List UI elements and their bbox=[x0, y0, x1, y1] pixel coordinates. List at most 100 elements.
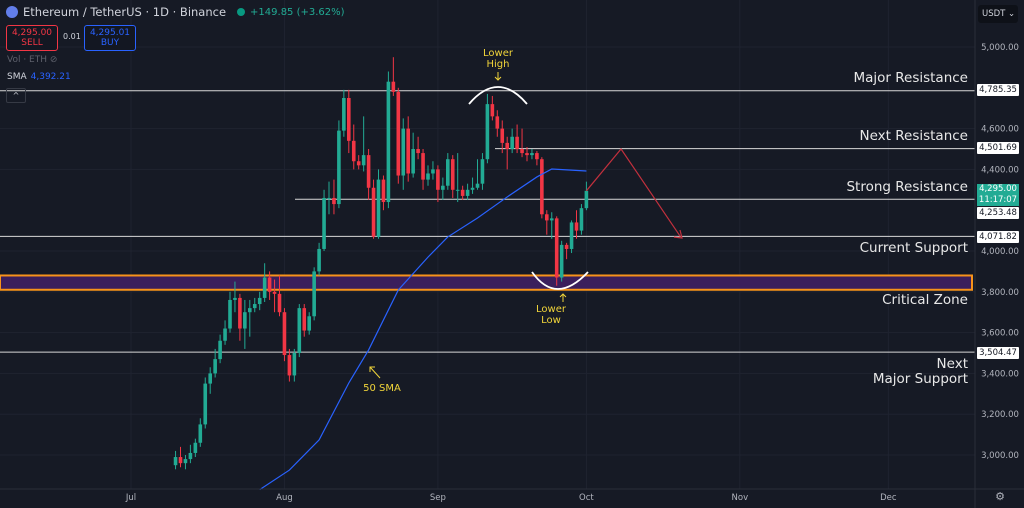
lower-high-line2: High bbox=[486, 59, 510, 70]
candle bbox=[579, 204, 584, 235]
candle bbox=[366, 149, 371, 200]
candle bbox=[317, 242, 321, 276]
symbol-title[interactable]: Ethereum / TetherUS · 1D · Binance bbox=[23, 5, 227, 19]
candle-body bbox=[356, 161, 361, 166]
candle bbox=[371, 179, 376, 239]
market-open-icon bbox=[237, 8, 246, 16]
candle-body bbox=[386, 81, 391, 203]
candle-body bbox=[272, 291, 277, 294]
candle-body bbox=[351, 140, 356, 162]
candle-body bbox=[450, 159, 455, 190]
y-tick-label: 3,600.00 bbox=[981, 329, 1019, 339]
candle-body bbox=[262, 277, 267, 298]
candle-body bbox=[446, 159, 450, 186]
collapse-legend-button[interactable]: ^ bbox=[6, 88, 26, 103]
candle-body bbox=[188, 452, 193, 460]
candle-body bbox=[520, 149, 524, 154]
candle bbox=[495, 110, 500, 137]
buy-button[interactable]: 4,295.01 BUY bbox=[84, 25, 136, 51]
candle bbox=[178, 446, 183, 468]
time-axis[interactable]: Jul Aug Sep Oct Nov Dec bbox=[125, 493, 897, 503]
candle bbox=[252, 297, 257, 313]
x-tick-label: Nov bbox=[732, 493, 749, 503]
y-tick-label: 3,800.00 bbox=[981, 288, 1019, 298]
candle-body bbox=[564, 244, 569, 249]
candle-body bbox=[361, 155, 366, 166]
candle bbox=[450, 155, 455, 198]
projection-path[interactable] bbox=[585, 148, 681, 238]
candle bbox=[540, 157, 544, 219]
eye-hidden-icon[interactable]: ⊘ bbox=[49, 55, 58, 65]
candle bbox=[436, 165, 440, 203]
candle bbox=[564, 242, 569, 260]
candle-body bbox=[485, 104, 490, 160]
candle bbox=[545, 210, 549, 235]
sma-note: 50 SMA bbox=[363, 383, 401, 394]
price-axis[interactable]: 5,000.00 4,600.00 4,400.00 4,000.00 3,800.00… bbox=[981, 43, 1019, 461]
candle-body bbox=[391, 81, 396, 92]
candle-body bbox=[287, 355, 292, 376]
sell-price: 4,295.00 bbox=[11, 28, 53, 38]
sell-button[interactable]: 4,295.00 SELL bbox=[6, 25, 58, 51]
candle-body bbox=[317, 248, 321, 272]
candle bbox=[569, 220, 574, 254]
lower-high-arc[interactable] bbox=[468, 86, 528, 105]
candle bbox=[416, 136, 420, 160]
spread: 0.01 bbox=[63, 32, 81, 41]
candle-body bbox=[312, 271, 316, 317]
candle-body bbox=[401, 128, 406, 176]
candle bbox=[347, 89, 351, 154]
candle-body bbox=[203, 383, 208, 425]
candle bbox=[307, 312, 311, 335]
candle bbox=[267, 271, 272, 300]
sma-50-line bbox=[259, 168, 587, 491]
lower-high-note: Lower High bbox=[480, 48, 516, 70]
buy-label: BUY bbox=[100, 38, 120, 48]
candle-body bbox=[495, 116, 500, 129]
candle-body bbox=[406, 128, 410, 174]
candle bbox=[287, 348, 292, 382]
candle bbox=[257, 291, 262, 311]
candle-body bbox=[342, 98, 346, 131]
tag-current-support: 4,071.82 bbox=[977, 231, 1019, 243]
candle-body bbox=[436, 169, 440, 190]
candle bbox=[282, 308, 287, 362]
lower-low-line1: Lower bbox=[536, 304, 566, 315]
candle-body bbox=[545, 214, 549, 221]
candle-body bbox=[366, 155, 371, 188]
lower-low-arc[interactable] bbox=[531, 271, 589, 290]
currency-dropdown[interactable]: USDT ⌄ bbox=[978, 5, 1018, 23]
candle bbox=[559, 240, 564, 282]
settings-gear-icon[interactable]: ⚙ bbox=[995, 490, 1005, 503]
candle-body bbox=[178, 457, 183, 464]
candle-body bbox=[396, 91, 401, 176]
candle bbox=[248, 299, 252, 337]
critical-zone-label: Critical Zone bbox=[882, 292, 968, 308]
volume-label: Vol · ETH bbox=[7, 55, 47, 65]
candle bbox=[337, 120, 341, 209]
lower-low-line2: Low bbox=[541, 315, 561, 326]
y-tick-label: 3,200.00 bbox=[981, 410, 1019, 420]
current-price: 4,295.00 bbox=[979, 184, 1017, 194]
candle bbox=[322, 189, 326, 251]
candle bbox=[455, 153, 460, 203]
critical-zone[interactable] bbox=[0, 274, 973, 291]
volume-indicator[interactable]: Vol · ETH ⊘ bbox=[7, 55, 57, 65]
x-tick-label: Oct bbox=[579, 493, 594, 503]
tag-next-resistance: 4,501.69 bbox=[977, 142, 1019, 154]
candle-body bbox=[297, 308, 302, 353]
tag-strong-resistance: 4,253.48 bbox=[977, 207, 1019, 219]
lower-high-arrow-icon bbox=[494, 72, 502, 81]
candle bbox=[183, 455, 188, 470]
tag-major-resistance: 4,785.35 bbox=[977, 84, 1019, 96]
candle-body bbox=[376, 179, 381, 237]
candle-body bbox=[460, 189, 465, 196]
candle-body bbox=[183, 459, 188, 464]
candle-body bbox=[475, 183, 480, 188]
candle-body bbox=[441, 185, 445, 190]
candle bbox=[535, 151, 539, 166]
x-tick-label: Sep bbox=[430, 493, 446, 503]
candle bbox=[376, 169, 381, 239]
sma-indicator[interactable]: SMA 4,392.21 bbox=[7, 72, 71, 82]
